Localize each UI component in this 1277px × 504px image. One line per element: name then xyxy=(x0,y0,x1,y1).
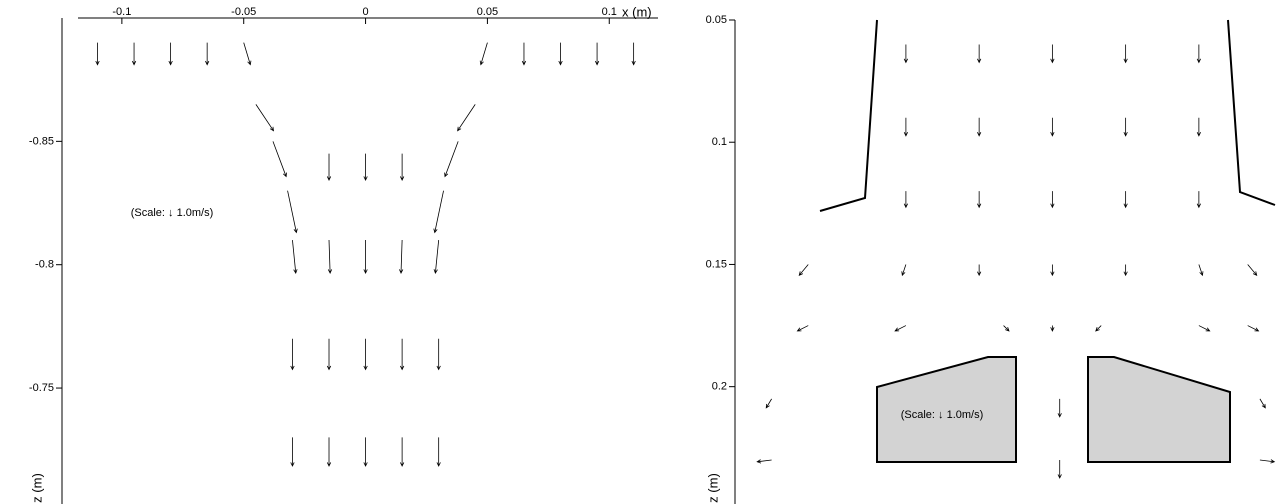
velocity-arrow xyxy=(290,338,295,371)
velocity-arrow xyxy=(243,42,252,66)
velocity-arrow xyxy=(1003,325,1010,332)
velocity-arrow xyxy=(765,398,772,409)
velocity-arrow xyxy=(1050,191,1055,209)
velocity-arrow xyxy=(1198,264,1204,277)
velocity-arrow xyxy=(1050,44,1055,64)
velocity-arrow xyxy=(796,325,809,332)
velocity-arrow xyxy=(1095,325,1102,332)
y-tick-label: 0.2 xyxy=(712,381,727,393)
velocity-arrow xyxy=(977,264,982,277)
velocity-arrow xyxy=(326,437,332,467)
velocity-arrow xyxy=(205,42,210,66)
velocity-arrow xyxy=(1247,325,1260,332)
x-axis-label: x (m) xyxy=(622,4,652,19)
velocity-arrow xyxy=(1050,325,1055,332)
velocity-arrow xyxy=(363,437,368,467)
velocity-arrow xyxy=(756,459,772,464)
velocity-arrow xyxy=(479,42,488,66)
y-axis-label: z (m) xyxy=(705,473,720,503)
velocity-arrow xyxy=(903,191,909,209)
velocity-arrow xyxy=(1123,191,1128,209)
velocity-arrow xyxy=(457,104,476,132)
velocity-arrow xyxy=(363,338,368,371)
velocity-arrow xyxy=(326,338,332,371)
velocity-arrow xyxy=(290,437,295,467)
x-tick-label: 0 xyxy=(363,6,369,18)
velocity-arrow xyxy=(327,240,333,274)
y-tick-label: -0.75 xyxy=(29,382,54,394)
velocity-arrow xyxy=(399,240,404,274)
velocity-arrow xyxy=(272,141,287,178)
velocity-arrow xyxy=(436,338,441,371)
velocity-arrow xyxy=(1123,44,1128,64)
velocity-arrow xyxy=(594,42,600,66)
velocity-arrow xyxy=(977,117,982,137)
solid-block xyxy=(1087,356,1231,463)
scale-annotation: (Scale: ↓ 1.0m/s) xyxy=(901,409,984,421)
velocity-arrow xyxy=(1123,264,1128,277)
velocity-arrow xyxy=(903,117,909,137)
y-axis-label: z (m) xyxy=(29,473,44,503)
velocity-arrow xyxy=(1050,117,1055,137)
solid-block xyxy=(876,356,1017,463)
velocity-arrow xyxy=(1259,459,1276,464)
velocity-arrow xyxy=(1196,191,1201,209)
y-tick-label: -0.8 xyxy=(35,259,54,271)
velocity-arrow xyxy=(287,190,298,234)
velocity-arrow xyxy=(631,42,636,66)
velocity-arrow xyxy=(901,264,907,277)
velocity-arrow xyxy=(131,42,137,66)
velocity-arrow xyxy=(444,141,459,178)
velocity-arrow xyxy=(977,191,982,209)
velocity-arrow xyxy=(400,153,405,182)
scale-annotation: (Scale: ↓ 1.0m/s) xyxy=(131,207,214,219)
velocity-arrow xyxy=(400,338,405,371)
velocity-arrow xyxy=(363,240,368,274)
velocity-arrow xyxy=(977,44,982,64)
velocity-arrow xyxy=(798,264,809,276)
velocity-arrow xyxy=(1050,264,1055,277)
x-tick-label: -0.1 xyxy=(112,6,131,18)
velocity-arrow xyxy=(436,437,441,467)
velocity-arrow xyxy=(1196,117,1201,137)
x-tick-label: 0.05 xyxy=(477,6,498,18)
velocity-arrow xyxy=(1259,398,1266,409)
velocity-arrow xyxy=(326,153,332,182)
y-tick-label: -0.85 xyxy=(29,135,54,147)
x-tick-label: -0.05 xyxy=(231,6,256,18)
velocity-arrow xyxy=(95,42,100,66)
y-tick-label: 0.1 xyxy=(712,136,727,148)
velocity-arrow xyxy=(1057,398,1062,418)
velocity-arrow xyxy=(433,190,444,234)
velocity-arrow xyxy=(255,104,275,132)
nozzle-wall xyxy=(1227,19,1276,206)
velocity-arrow xyxy=(168,42,173,66)
velocity-arrow xyxy=(400,437,405,467)
x-tick-label: 0.1 xyxy=(602,6,617,18)
velocity-arrow xyxy=(558,42,563,66)
y-tick-label: 0.15 xyxy=(706,258,727,270)
velocity-arrow xyxy=(433,239,440,274)
y-tick-label: 0.05 xyxy=(706,14,727,26)
velocity-arrow xyxy=(903,44,909,64)
nozzle-wall xyxy=(819,19,878,212)
velocity-arrow xyxy=(1247,264,1258,276)
velocity-arrow xyxy=(894,325,907,332)
velocity-arrow xyxy=(363,153,368,182)
velocity-arrow xyxy=(1198,325,1211,332)
velocity-arrow xyxy=(1123,117,1128,137)
velocity-arrow xyxy=(521,42,527,66)
velocity-arrow xyxy=(292,239,298,274)
velocity-arrow xyxy=(1057,460,1062,479)
velocity-arrow xyxy=(1196,44,1201,64)
